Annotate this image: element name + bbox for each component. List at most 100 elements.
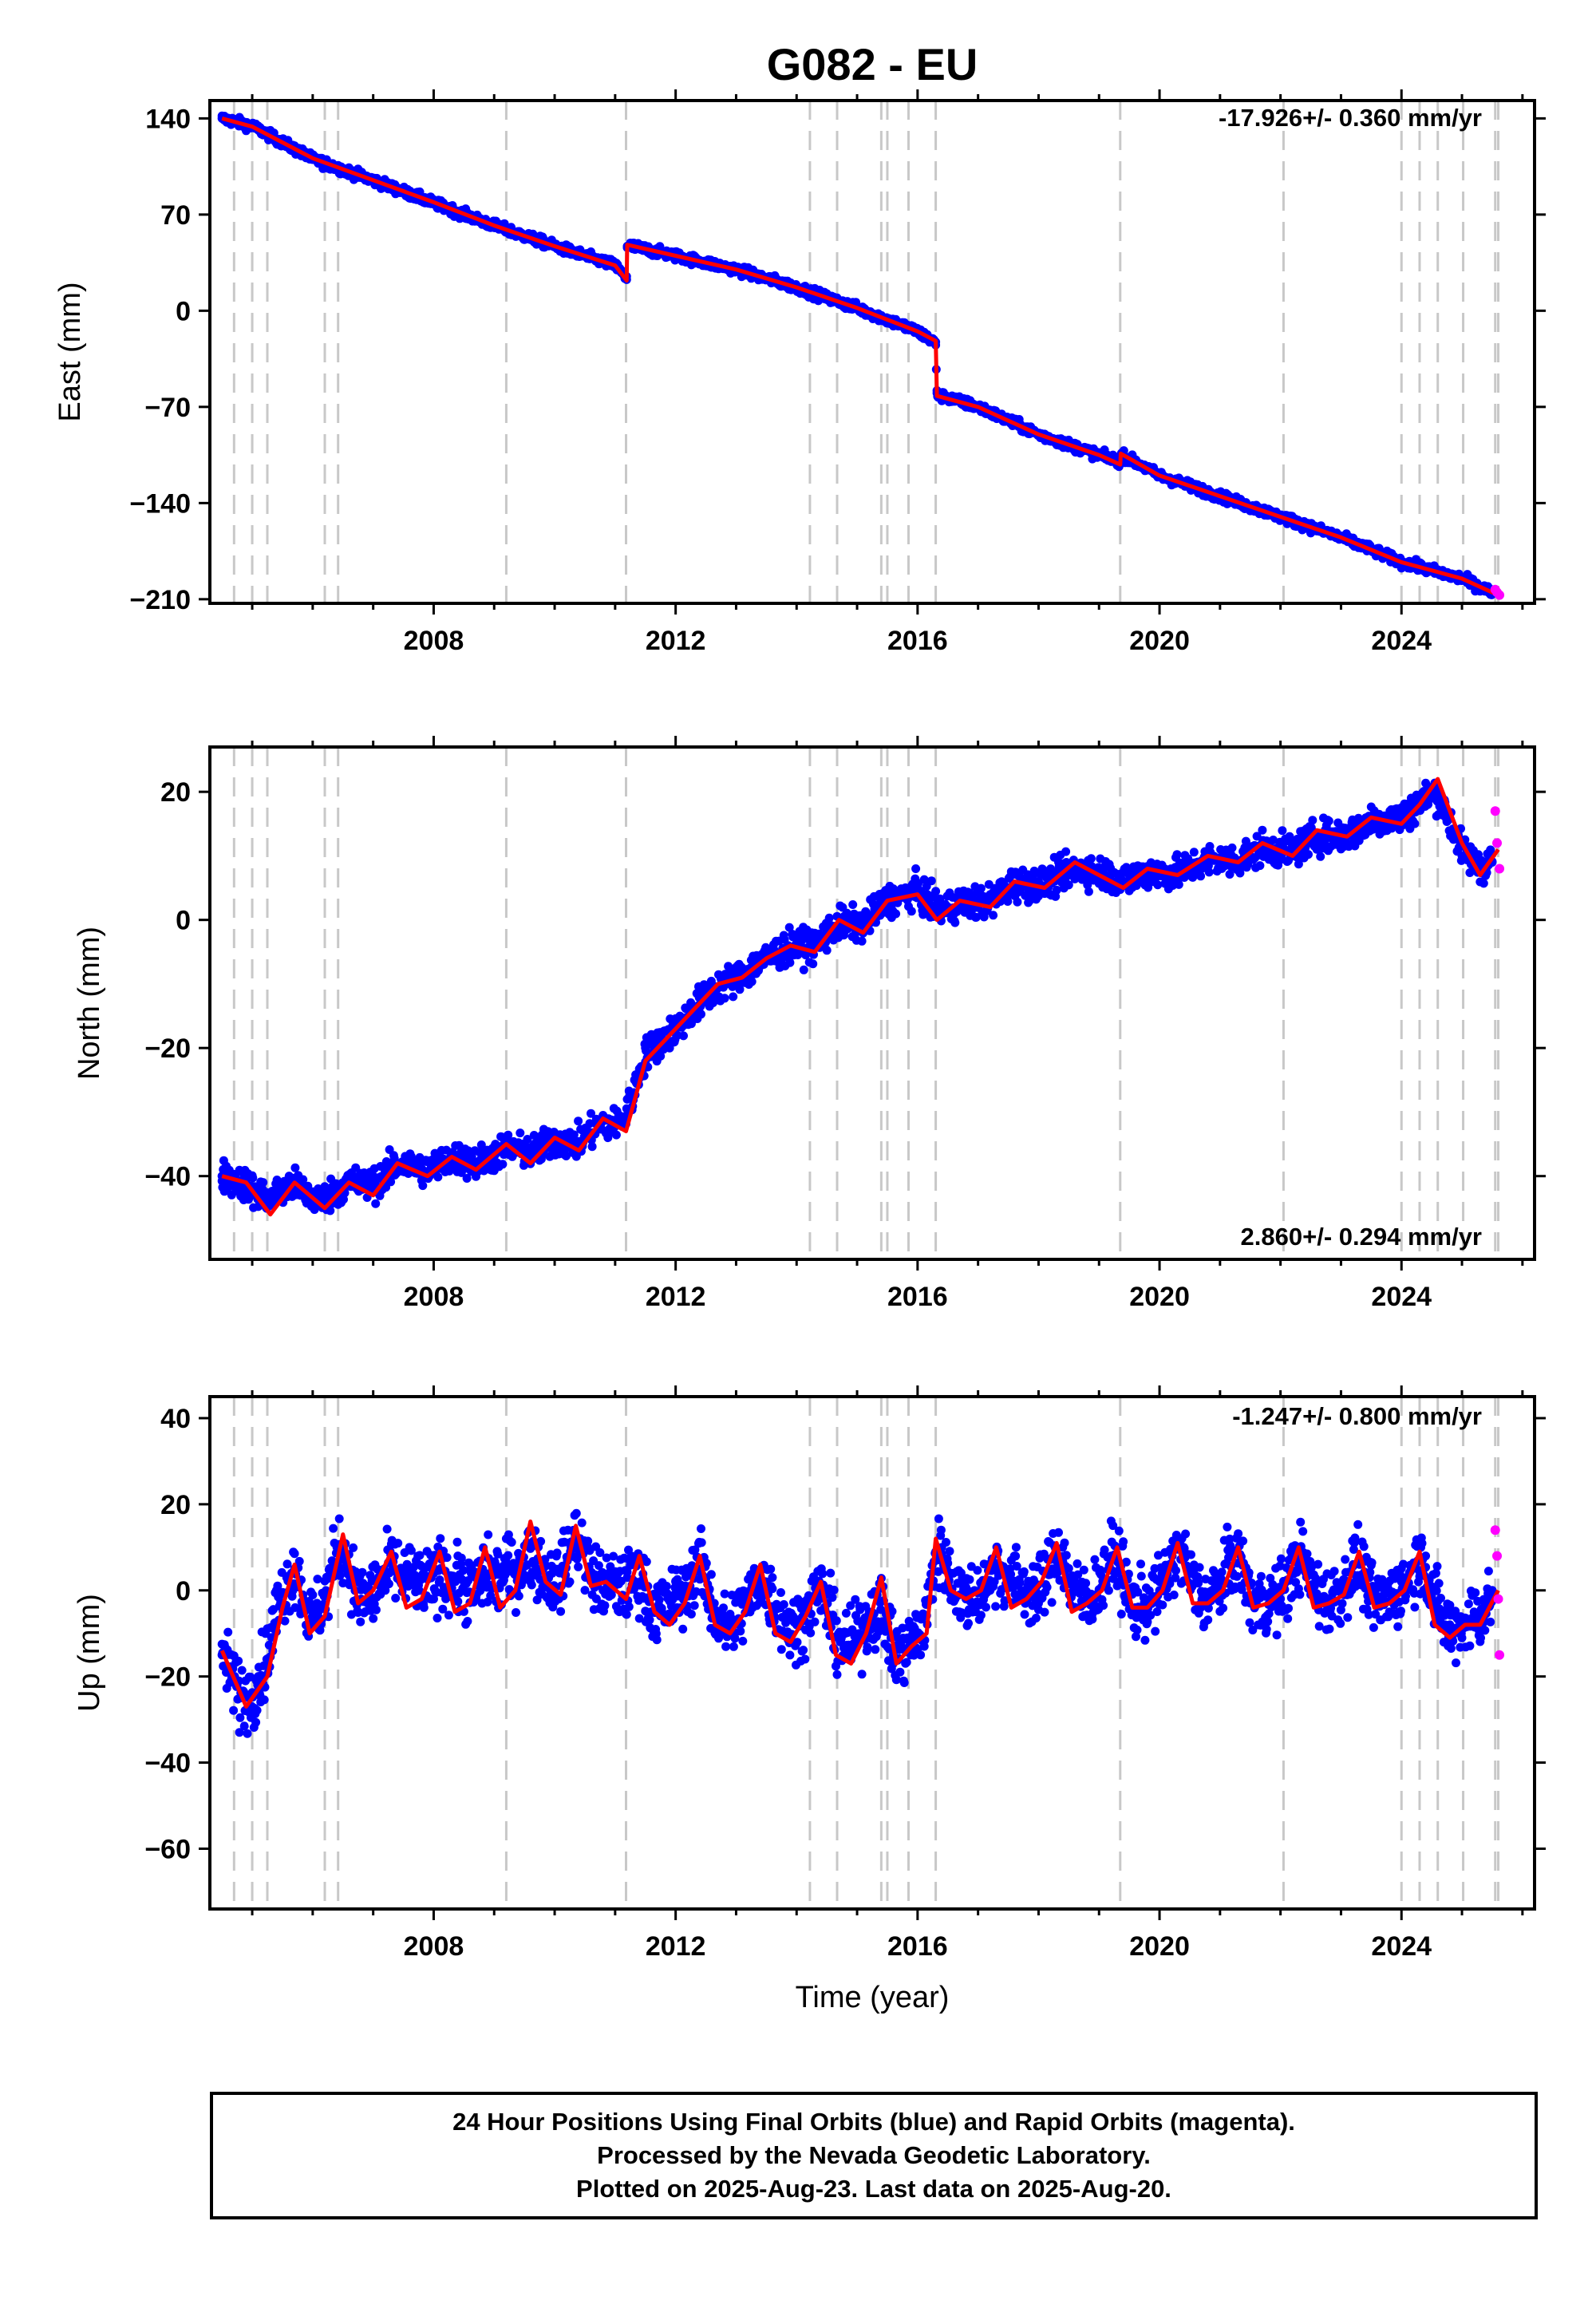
north-final-point (1203, 861, 1213, 871)
east-y-tick-label: 0 (176, 296, 191, 326)
north-model-line (221, 777, 1500, 1217)
north-final-point (1294, 860, 1303, 869)
north-final-point (1153, 880, 1163, 890)
up-final-point (234, 1656, 243, 1666)
north-final-point (1204, 868, 1214, 877)
north-final-point (433, 1172, 443, 1182)
north-final-point (1304, 850, 1313, 860)
north-final-point (386, 1177, 396, 1187)
up-final-point (393, 1539, 403, 1548)
east-y-tick-label: 140 (145, 104, 191, 134)
north-final-point (1320, 836, 1329, 846)
north-final-point (369, 1172, 378, 1181)
north-final-point (1479, 879, 1488, 888)
north-final-point (976, 883, 986, 893)
up-final-point (235, 1713, 245, 1722)
up-final-point (382, 1524, 392, 1534)
up-final-point (294, 1556, 304, 1566)
north-final-point (1189, 848, 1199, 857)
east-rapid-point (1495, 590, 1505, 600)
east-plot-frame (208, 99, 1536, 605)
north-final-point (498, 1160, 508, 1169)
up-final-point (504, 1551, 513, 1560)
east-y-tick-label: 70 (160, 200, 191, 231)
north-final-point (857, 936, 867, 946)
north-final-point (1086, 854, 1096, 864)
east-rate-label: -17.926+/- 0.360 mm/yr (1219, 104, 1482, 132)
north-final-point (729, 992, 738, 1002)
north-final-point (462, 1174, 472, 1183)
up-final-point (364, 1583, 373, 1591)
north-final-point (907, 907, 916, 916)
north-final-point (785, 958, 795, 967)
up-final-point (493, 1549, 503, 1559)
north-final-point (1324, 816, 1333, 826)
north-final-point (720, 994, 729, 1003)
north-final-point (926, 876, 936, 886)
east-x-tick-label: 2016 (887, 626, 948, 656)
up-final-point (235, 1728, 244, 1737)
north-final-point (799, 965, 808, 974)
up-final-point (414, 1586, 424, 1595)
north-final-point (611, 1130, 621, 1140)
north-final-point (1227, 843, 1237, 852)
north-final-point (1258, 825, 1267, 835)
up-final-point (452, 1537, 462, 1547)
north-final-point (429, 1159, 438, 1168)
north-rate-label: 2.860+/- 0.294 mm/yr (1241, 1223, 1482, 1251)
north-final-point (848, 900, 858, 909)
north-final-point (371, 1199, 381, 1208)
east-x-tick-label: 2020 (1129, 626, 1190, 656)
north-final-point (1064, 871, 1073, 879)
north-rapid-point (1490, 806, 1500, 816)
up-final-point (433, 1614, 442, 1622)
north-final-point (1124, 871, 1134, 879)
up-final-point (436, 1534, 445, 1543)
north-final-point (1052, 885, 1061, 895)
north-final-point (418, 1181, 428, 1191)
up-final-point (313, 1575, 322, 1584)
up-final-point (308, 1591, 318, 1599)
north-final-point (1396, 806, 1406, 816)
north-final-point (259, 1178, 268, 1188)
up-final-point (463, 1617, 472, 1626)
north-final-point (784, 923, 794, 932)
north-y-tick-label: 0 (176, 906, 191, 936)
up-final-point (444, 1611, 453, 1620)
up-final-point (491, 1559, 500, 1569)
up-final-point (334, 1514, 344, 1524)
north-rapid-point (1495, 864, 1505, 874)
north-final-point (1308, 816, 1317, 825)
north-final-point (587, 1142, 597, 1152)
north-final-point (935, 894, 945, 903)
up-final-point (237, 1666, 247, 1675)
north-final-point (747, 977, 757, 986)
up-final-point (442, 1553, 452, 1563)
north-final-point (971, 912, 981, 922)
north-final-point (574, 1117, 583, 1126)
up-final-point (415, 1551, 425, 1560)
north-final-point (1255, 861, 1265, 871)
north-x-tick-label: 2020 (1129, 1282, 1190, 1312)
north-final-point (1029, 866, 1039, 875)
north-plot-frame (208, 745, 1536, 1261)
north-final-point (1061, 847, 1071, 856)
north-y-tick-label: −20 (144, 1034, 191, 1064)
east-x-tick-label: 2012 (646, 626, 706, 656)
east-x-tick-label: 2024 (1371, 626, 1432, 656)
north-final-point (1174, 879, 1183, 889)
north-final-point (656, 1051, 666, 1061)
north-final-point (622, 1094, 632, 1104)
up-final-point (384, 1579, 393, 1589)
north-final-point (1003, 897, 1013, 906)
up-final-point (356, 1617, 365, 1626)
north-final-point (1316, 852, 1325, 861)
north-final-point (1084, 887, 1093, 896)
north-final-point (808, 959, 818, 969)
north-x-tick-label: 2008 (404, 1282, 464, 1312)
north-final-point (476, 1140, 486, 1149)
up-final-point (259, 1695, 269, 1705)
